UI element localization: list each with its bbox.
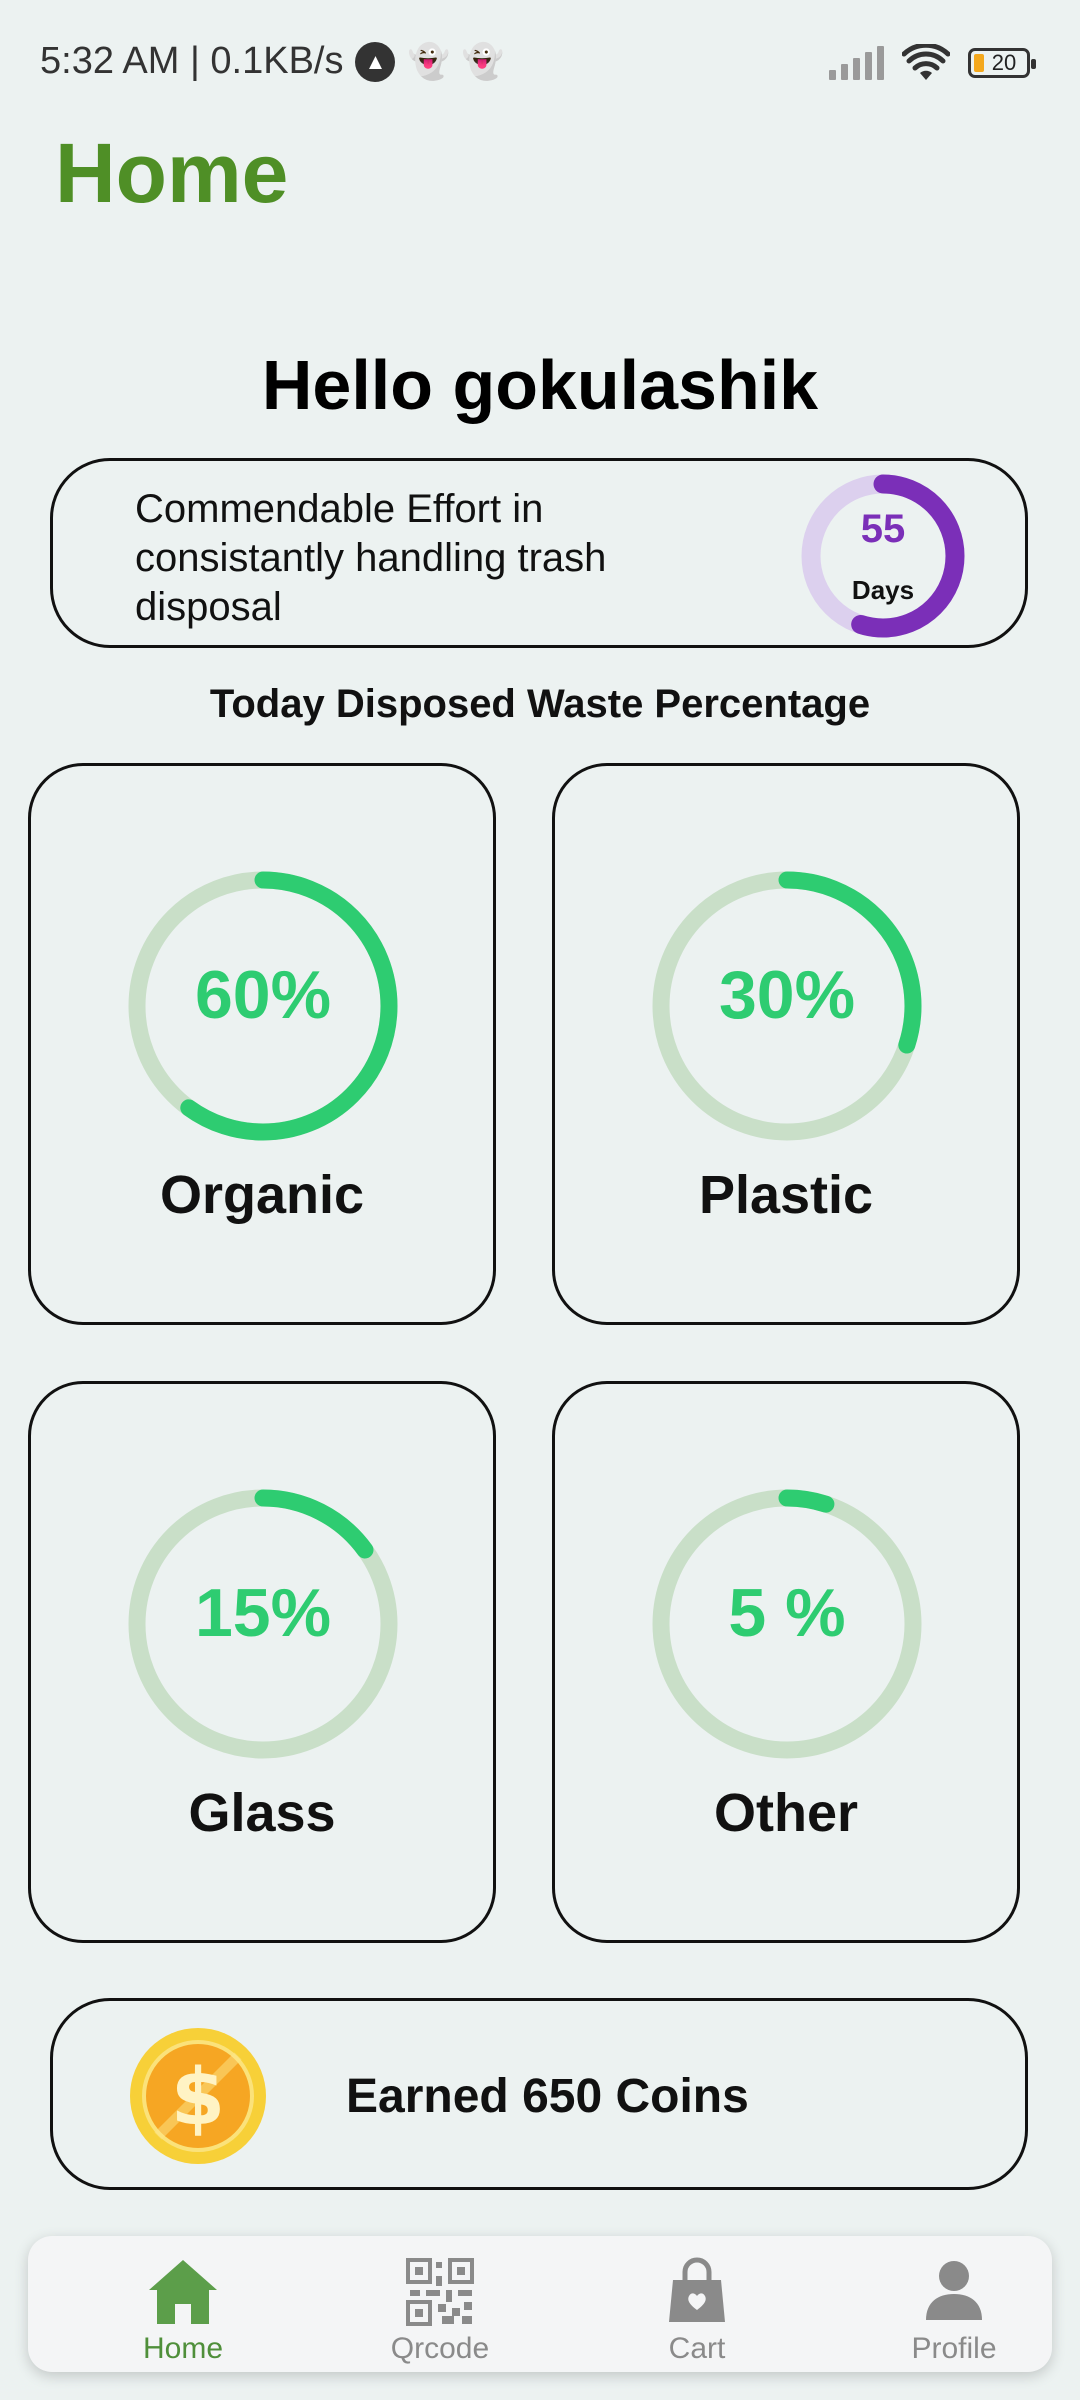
waste-ring-organic	[128, 871, 398, 1141]
streak-message: Commendable Effort in consistantly handl…	[135, 487, 607, 629]
battery-icon: 20	[968, 48, 1036, 78]
coins-earned-text: Earned 650 Coins	[346, 2070, 749, 2123]
waste-percent-organic: 60%	[194, 957, 332, 1033]
shopping-bag-icon	[669, 2257, 725, 2322]
home-icon	[149, 2260, 217, 2324]
streak-ring-progress	[801, 474, 965, 638]
status-time-speed: 5:32 AM | 0.1KB/s	[40, 40, 344, 82]
waste-ring-plastic	[652, 871, 922, 1141]
waste-label-glass: Glass	[188, 1783, 336, 1843]
coins-card[interactable]: $ Earned 650 Coins	[50, 1998, 1028, 2190]
nav-item-cart[interactable]: Cart	[597, 2254, 797, 2366]
waste-ring-glass	[128, 1489, 398, 1759]
status-right: 20	[829, 44, 1036, 82]
svg-text:$: $	[171, 2053, 225, 2143]
signal-icon	[829, 46, 884, 80]
nav-label-cart: Cart	[668, 2332, 726, 2365]
bottom-navigation: Home Qrcode Cart	[28, 2236, 1052, 2372]
nav-item-profile[interactable]: Profile	[854, 2254, 1054, 2366]
waste-card-glass[interactable]: 15% Glass	[28, 1381, 496, 1943]
nav-item-home[interactable]: Home	[83, 2254, 283, 2366]
status-left: 5:32 AM | 0.1KB/s ▲ 👻 👻	[40, 40, 504, 83]
status-bar: 5:32 AM | 0.1KB/s ▲ 👻 👻 20	[0, 0, 1080, 130]
person-icon	[926, 2261, 982, 2320]
wifi-icon	[902, 44, 950, 80]
streak-days-unit: Days	[851, 575, 915, 605]
snapchat-notification-icon: 👻	[461, 42, 505, 81]
waste-section-title: Today Disposed Waste Percentage	[209, 682, 871, 726]
qrcode-icon	[406, 2258, 474, 2326]
waste-card-organic[interactable]: 60% Organic	[28, 763, 496, 1325]
app-notification-icon: ▲	[355, 41, 396, 82]
nav-label-qrcode: Qrcode	[390, 2332, 490, 2365]
greeting-text: Hello gokulashik	[261, 346, 819, 424]
snapchat-notification-icon: 👻	[407, 42, 450, 81]
waste-label-organic: Organic	[159, 1165, 365, 1225]
waste-label-plastic: Plastic	[698, 1165, 874, 1225]
waste-percent-glass: 15%	[194, 1575, 332, 1651]
nav-item-qrcode[interactable]: Qrcode	[340, 2254, 540, 2366]
waste-label-other: Other	[713, 1783, 859, 1843]
nav-label-home: Home	[142, 2332, 224, 2365]
streak-ring: 55 Days	[798, 471, 968, 641]
waste-card-plastic[interactable]: 30% Plastic	[552, 763, 1020, 1325]
waste-percent-other: 5 %	[728, 1575, 846, 1651]
streak-days-value: 55	[860, 507, 906, 551]
dollar-coin-icon: $	[130, 2028, 266, 2164]
page-title: Home	[55, 126, 289, 220]
waste-percent-plastic: 30%	[718, 957, 856, 1033]
nav-label-profile: Profile	[911, 2332, 997, 2365]
waste-card-other[interactable]: 5 % Other	[552, 1381, 1020, 1943]
streak-card: Commendable Effort in consistantly handl…	[50, 458, 1028, 648]
battery-level: 20	[991, 50, 1017, 75]
waste-ring-other	[652, 1489, 922, 1759]
